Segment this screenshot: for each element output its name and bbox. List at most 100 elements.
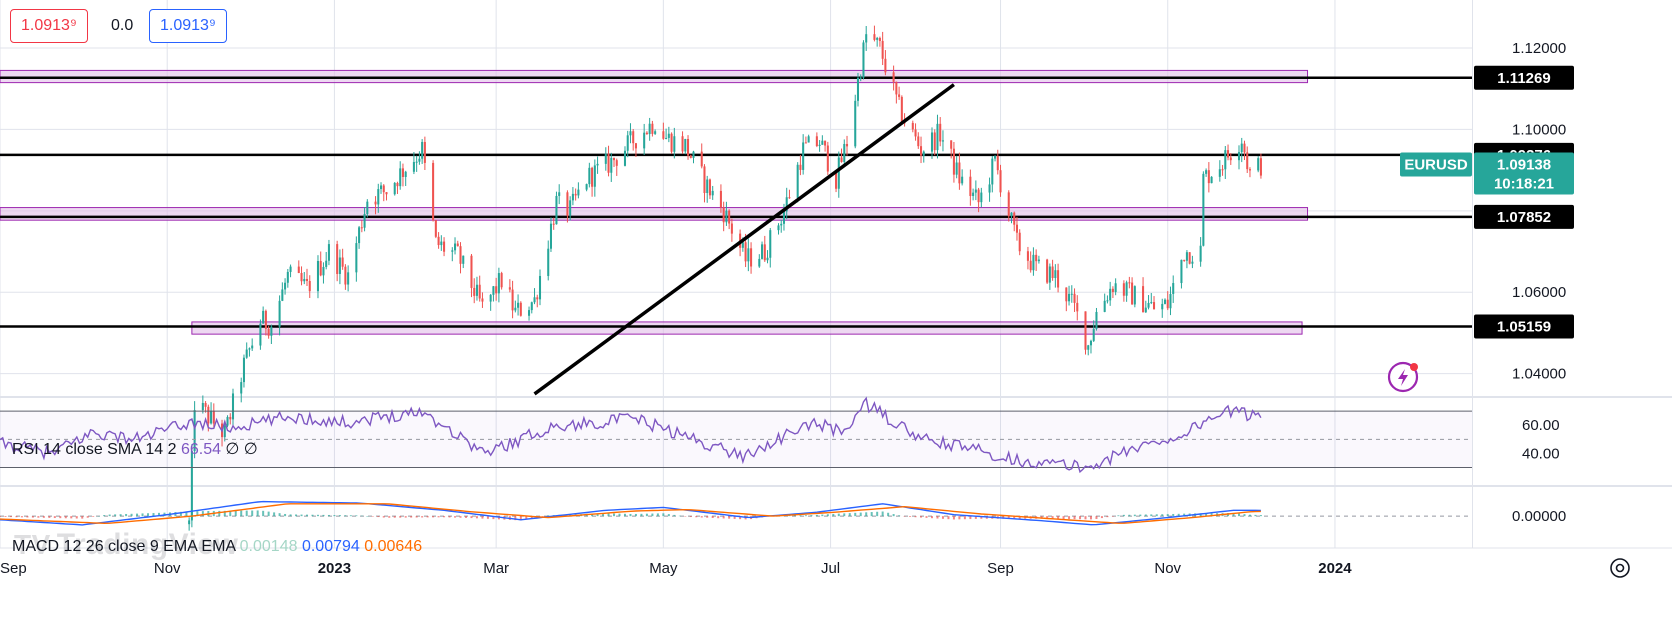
macd-legend[interactable]: MACD 12 26 close 9 EMA EMA 0.00148 0.007… — [12, 538, 422, 556]
macd-histogram-bar — [898, 515, 901, 517]
bearish-candle — [1051, 259, 1054, 281]
macd-histogram-bar — [821, 514, 824, 517]
candle-body — [193, 410, 196, 452]
bullish-candle — [1133, 285, 1136, 308]
candle-body — [939, 123, 942, 142]
bullish-candle — [303, 271, 306, 285]
candle-body — [423, 141, 426, 163]
macd-histogram-bar — [1172, 513, 1175, 517]
macd-histogram-bar — [53, 516, 56, 519]
bearish-candle — [401, 163, 404, 187]
bearish-candle — [319, 251, 322, 277]
gear-icon[interactable] — [1610, 558, 1630, 578]
candle-body — [421, 141, 424, 159]
last-price-box — [1474, 152, 1574, 195]
candle-body — [815, 136, 818, 146]
bullish-candle — [1103, 293, 1106, 313]
macd-histogram-bar — [393, 516, 396, 518]
macd-histogram-bar — [382, 516, 385, 518]
candle-body — [854, 100, 857, 147]
level-price-tag[interactable]: 1.07852 — [1474, 204, 1574, 229]
bearish-candle — [1152, 296, 1156, 310]
price-zone[interactable] — [191, 321, 1303, 335]
bullish-candle — [231, 388, 235, 428]
rsi-value: 66.54 — [180, 441, 222, 458]
bearish-candle — [212, 403, 215, 428]
candle-body — [1248, 169, 1251, 171]
candle-body — [610, 157, 613, 173]
macd-histogram-bar — [1073, 516, 1076, 520]
bearish-candle — [719, 184, 722, 213]
candle-body — [728, 210, 731, 224]
macd-histogram-bar — [1068, 516, 1071, 520]
candle-body — [821, 140, 824, 145]
level-price-tag[interactable]: 1.05159 — [1474, 314, 1574, 339]
candle-body — [1046, 259, 1049, 283]
rsi-legend[interactable]: RSI 14 close SMA 14 2 66.54 ∅ ∅ — [12, 439, 258, 459]
symbol-price-tag[interactable]: EURUSD 1.09138 10:18:21 — [1400, 152, 1574, 195]
candle-body — [1015, 224, 1018, 233]
candle-body — [538, 275, 542, 300]
macd-histogram-bar — [530, 516, 533, 519]
macd-histogram-bar — [426, 516, 429, 518]
candle-body — [804, 142, 807, 144]
price-zone[interactable] — [0, 207, 1309, 221]
macd-histogram-bar — [623, 513, 626, 517]
macd-histogram-bar — [947, 516, 950, 520]
candle-body — [297, 266, 300, 273]
bullish-candle — [629, 123, 632, 144]
macd-histogram-bar — [810, 515, 813, 517]
candle-body — [1057, 270, 1060, 288]
bullish-candle — [325, 251, 328, 270]
trendline-layer[interactable] — [533, 83, 1419, 396]
candle-body — [1122, 283, 1125, 296]
candle-body — [558, 192, 561, 196]
macd-histogram-bar — [9, 516, 12, 518]
bullish-candle — [223, 421, 226, 442]
bullish-candle — [379, 182, 383, 194]
candle-body — [980, 192, 983, 203]
macd-histogram-bar — [651, 513, 654, 517]
candle-body — [873, 34, 876, 40]
rsi-pane — [0, 396, 1472, 474]
time-tick-label: Nov — [1154, 560, 1181, 577]
macd-histogram-bar — [218, 510, 221, 517]
candle-body — [1210, 176, 1213, 184]
bearish-candle — [1065, 287, 1068, 312]
macd-histogram-bar — [1248, 514, 1251, 517]
macd-histogram-bar — [1199, 513, 1202, 517]
candle-body — [785, 197, 788, 212]
bearish-candle — [884, 50, 887, 76]
bullish-candle — [1163, 298, 1167, 305]
candle-body — [262, 310, 265, 324]
ask-price-box[interactable]: 1.0913⁹ — [149, 9, 227, 43]
macd-histogram-bar — [887, 512, 890, 517]
bullish-candle — [577, 182, 580, 199]
tag-box — [1474, 65, 1574, 90]
horizontal-levels[interactable] — [0, 76, 1472, 328]
candle-body — [251, 345, 254, 349]
candle-body — [706, 179, 709, 194]
bullish-candle — [363, 207, 366, 232]
price-zone[interactable] — [0, 69, 1309, 84]
bid-price-box[interactable]: 1.0913⁹ — [10, 9, 88, 43]
candle-body — [1092, 328, 1095, 341]
level-price-tag[interactable]: 1.11269 — [1474, 65, 1574, 90]
candle-body — [952, 148, 955, 175]
bullish-candle — [1054, 264, 1057, 288]
bullish-candle — [286, 268, 289, 288]
bullish-candle — [769, 227, 772, 268]
price-tick-label: 1.06000 — [1512, 284, 1566, 301]
trendline[interactable] — [533, 83, 955, 396]
bullish-candle — [1257, 156, 1260, 173]
candle-body — [744, 242, 747, 262]
bullish-candle — [569, 196, 572, 221]
candle-body — [210, 410, 213, 424]
bearish-candle — [382, 184, 385, 202]
macd-histogram-bar — [629, 513, 632, 517]
candle-body — [270, 326, 273, 336]
bullish-candle — [692, 150, 695, 164]
candle-body — [766, 257, 769, 261]
bullish-candle — [418, 151, 421, 165]
